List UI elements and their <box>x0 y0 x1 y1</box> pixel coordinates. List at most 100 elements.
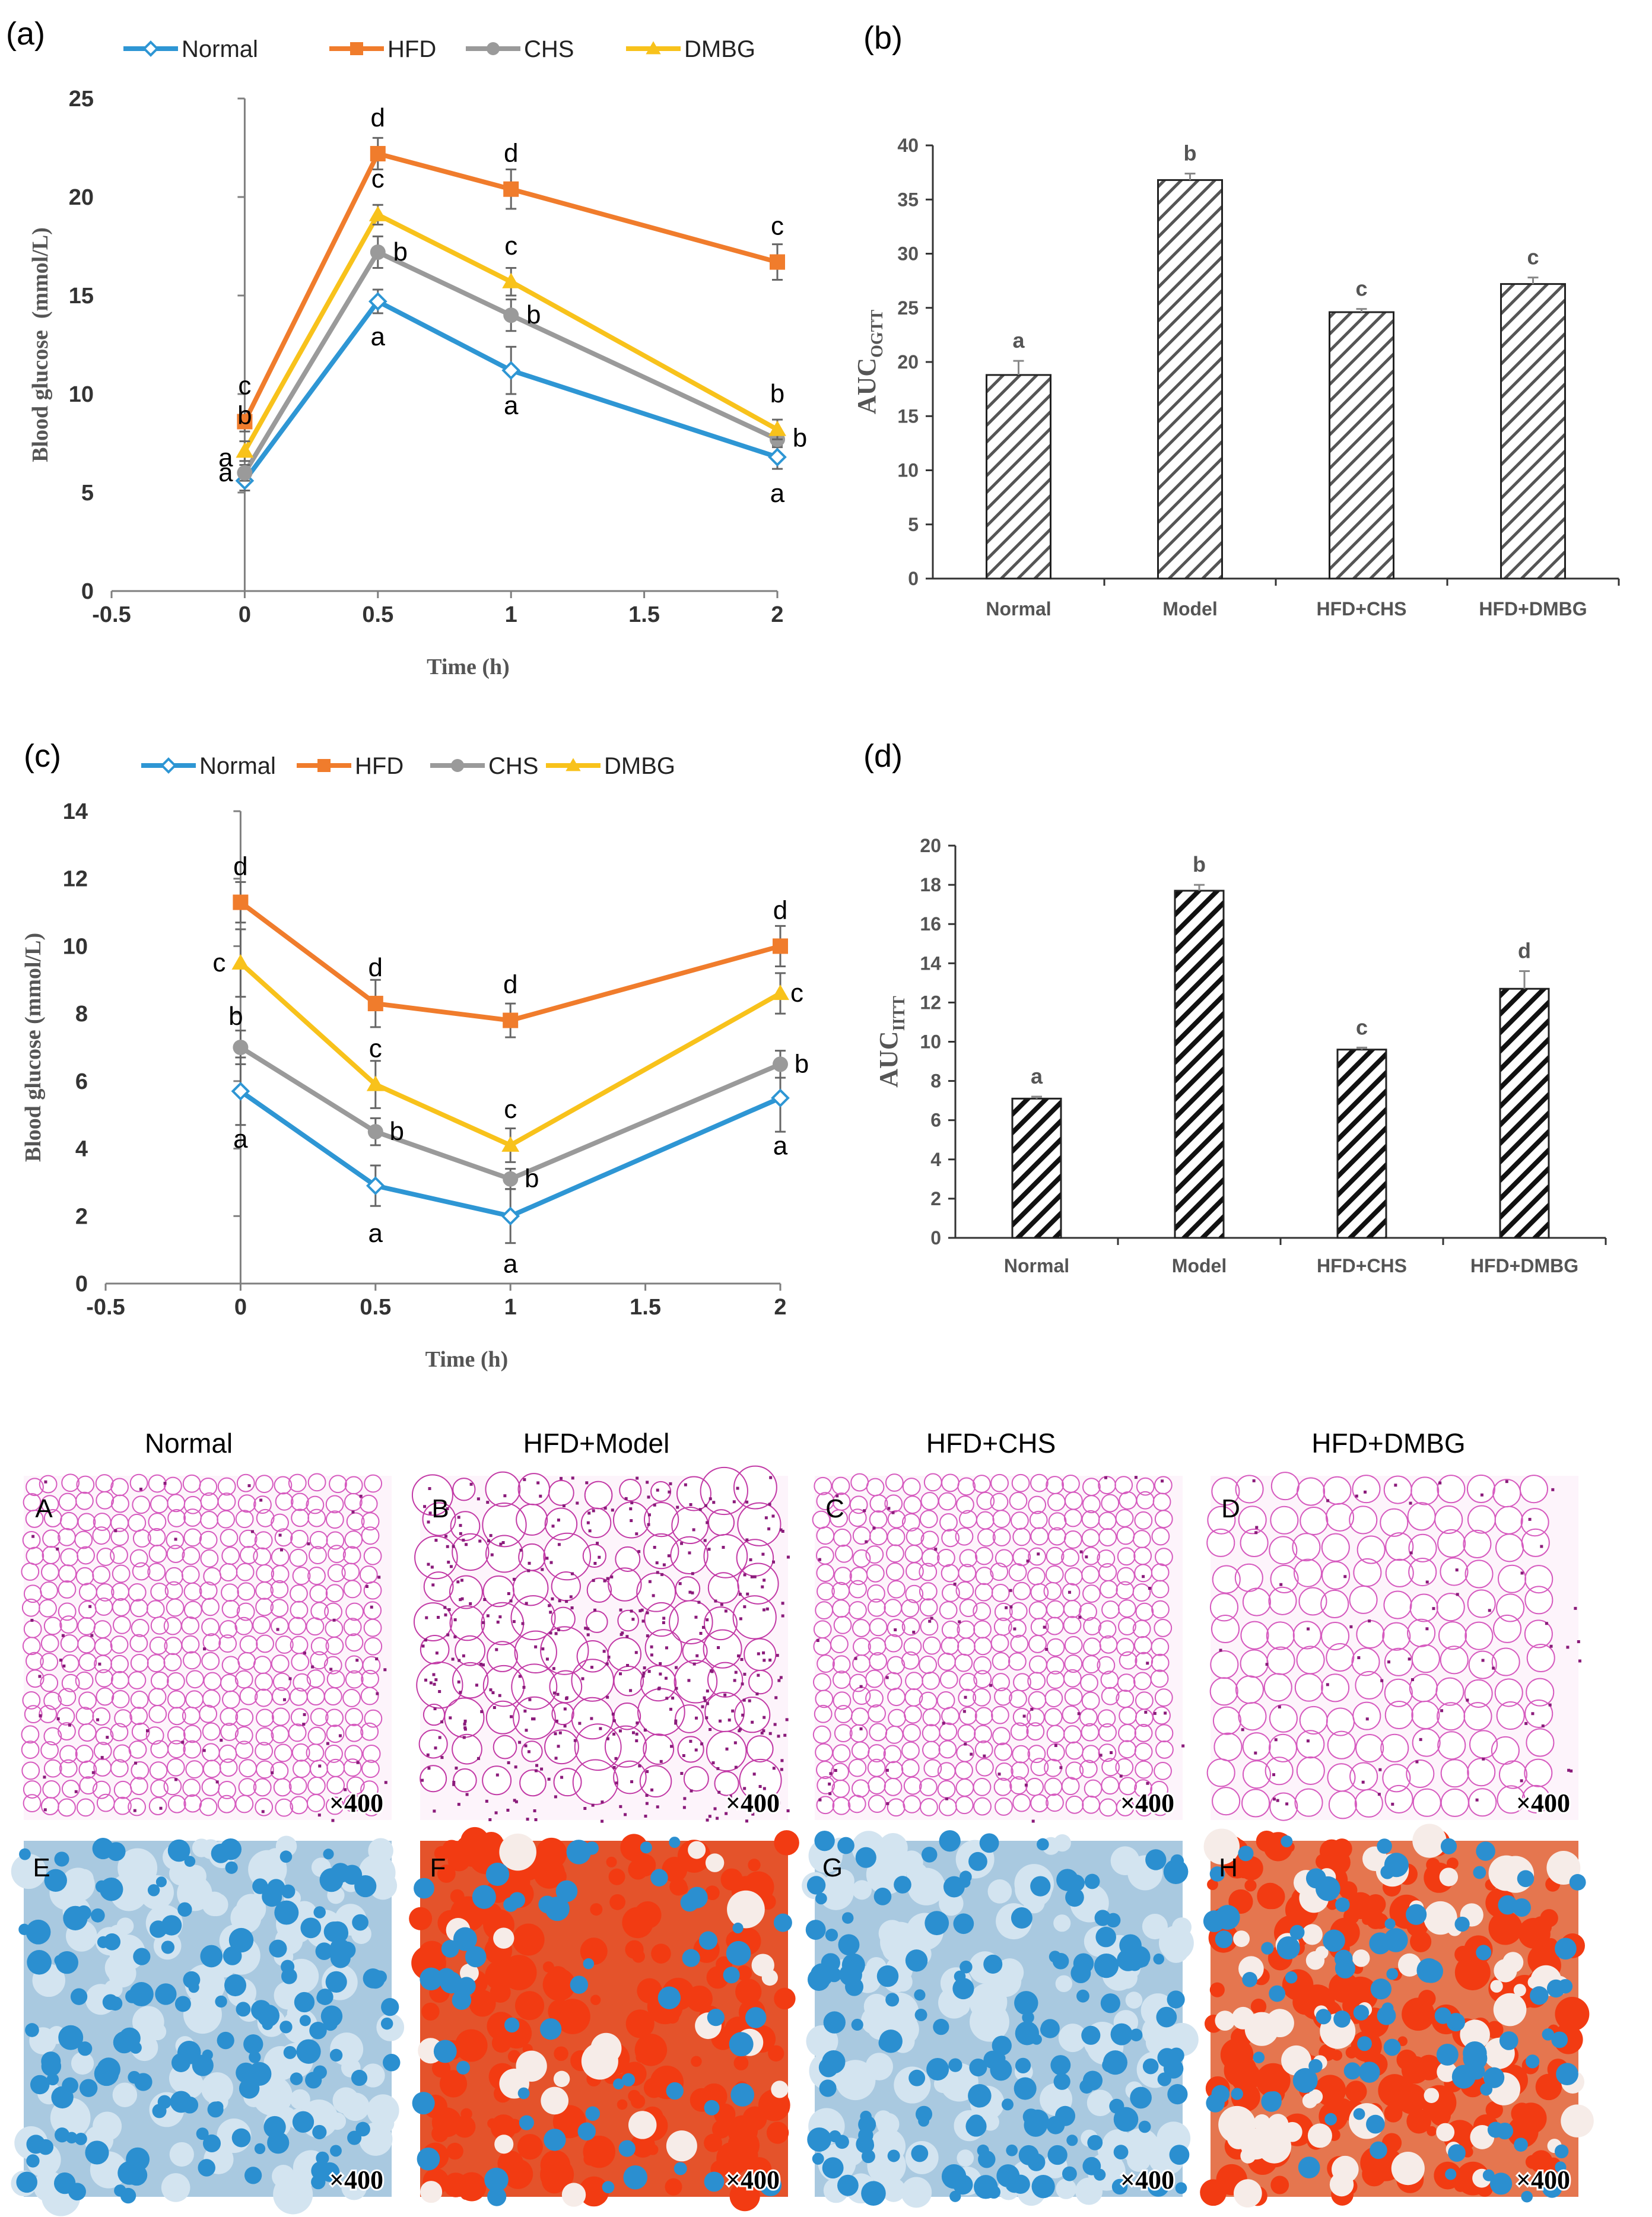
bar <box>1157 179 1223 580</box>
data-point-chs <box>773 1056 788 1072</box>
data-point-chs <box>503 307 519 323</box>
legend-marker-hfd <box>317 759 331 772</box>
significance-letter: d <box>504 139 518 168</box>
significance-letter: b <box>237 401 252 430</box>
data-point-normal <box>771 1088 790 1108</box>
y-tick-label: 8 <box>75 1002 88 1027</box>
significance-letter: c <box>371 164 385 193</box>
x-tick-label: 0.5 <box>362 602 393 627</box>
hepatocyte-nuclei <box>16 1838 401 2204</box>
adipocyte-cells <box>1206 1472 1555 1821</box>
series-line-normal <box>239 1089 781 1219</box>
data-point-normal <box>368 292 387 311</box>
y-tick-label: 25 <box>897 297 919 319</box>
data-point-chs <box>233 1040 249 1055</box>
significance-letter: c <box>238 371 251 400</box>
panel-b: (b) 0 5 10 15 20 25 30 35 40 a Normal b Model c HFD+CH… <box>852 20 1620 620</box>
significance-letter: d <box>1518 939 1531 963</box>
y-tick-label: 5 <box>908 514 919 535</box>
hepatocyte-nuclei <box>412 1837 792 2206</box>
x-tick-label: 0 <box>234 1295 247 1320</box>
category-label: HFD+CHS <box>1316 598 1406 620</box>
magnification-label: ×400 <box>1516 2165 1570 2194</box>
histology-column-title: Normal <box>145 1428 233 1459</box>
bar <box>1499 987 1550 1239</box>
y-axis-label: AUCOGTT <box>852 310 887 415</box>
y-tick-label: 2 <box>930 1188 941 1209</box>
y-tick-label: 18 <box>920 874 941 895</box>
y-tick-label: 10 <box>69 382 94 407</box>
data-point-hfd <box>503 1012 519 1028</box>
y-axis-label-subscript: IITT <box>890 996 908 1031</box>
panel-b-plot: 0 5 10 15 20 25 30 35 40 a Normal b Model c HFD+CHS c HF… <box>852 135 1620 620</box>
y-tick-label: 6 <box>930 1110 941 1131</box>
histology-column-title: HFD+DMBG <box>1311 1428 1465 1459</box>
data-point-hfd <box>503 181 519 197</box>
category-label: Normal <box>1004 1255 1069 1276</box>
legend-label-hfd: HFD <box>355 753 404 779</box>
significance-letter: d <box>773 895 787 925</box>
panel-c-legend: Normal HFD CHS DMBG <box>141 753 675 779</box>
data-point-chs <box>503 1171 519 1187</box>
legend-marker-normal <box>160 757 177 774</box>
panel-d: (d) 0 2 4 6 8 10 12 14 16 18 20 a Normal b Model c HFD+C… <box>863 738 1607 1276</box>
panel-d-label: (d) <box>863 738 903 774</box>
y-tick-label: 20 <box>920 835 941 856</box>
category-label: HFD+DMBG <box>1479 598 1587 620</box>
magnification-label: ×400 <box>1120 1789 1174 1818</box>
x-tick-label: -0.5 <box>86 1295 125 1320</box>
y-axis-label-main: AUC <box>874 1031 903 1087</box>
magnification-label: ×400 <box>1120 2165 1174 2194</box>
category-label: Model <box>1172 1255 1227 1276</box>
significance-letter: c <box>1356 1015 1368 1039</box>
y-tick-label: 2 <box>75 1204 88 1229</box>
series-line-dmbg <box>242 211 779 453</box>
y-tick-label: 8 <box>930 1071 941 1092</box>
significance-letter: a <box>770 479 785 508</box>
data-point-normal <box>501 361 521 380</box>
y-axis-label-subscript: OGTT <box>868 310 887 358</box>
panel-letter: H <box>1219 1853 1238 1882</box>
significance-letter: c <box>504 231 517 261</box>
series-dmbg <box>231 928 789 1163</box>
y-tick-label: 15 <box>897 405 919 427</box>
data-point-normal <box>768 447 787 467</box>
legend-label-dmbg: DMBG <box>684 36 755 62</box>
significance-letter: a <box>504 391 519 420</box>
y-tick-label: 10 <box>920 1031 941 1053</box>
panel-letter: G <box>822 1853 843 1882</box>
panel-letter: A <box>35 1494 53 1523</box>
significance-letter: a <box>218 458 233 487</box>
bar <box>986 374 1051 580</box>
x-tick-label: 2 <box>774 1295 786 1320</box>
data-point-chs <box>370 244 386 260</box>
significance-letter: d <box>368 953 383 982</box>
panel-letter: D <box>1221 1494 1240 1523</box>
data-point-dmbg <box>366 1075 385 1091</box>
panel-a-label: (a) <box>6 16 45 52</box>
y-tick-label: 15 <box>69 284 94 309</box>
vacuoles <box>1203 1824 1594 2208</box>
significance-letter: a <box>1031 1064 1043 1088</box>
significance-letter: d <box>503 970 517 999</box>
x-tick-label: 0.5 <box>360 1295 391 1320</box>
y-tick-label: 5 <box>81 481 94 506</box>
data-point-hfd <box>370 145 386 161</box>
series-line-hfd <box>239 900 781 1023</box>
panel-c-label: (c) <box>24 738 61 774</box>
y-tick-label: 14 <box>920 952 941 974</box>
bar <box>1500 283 1566 580</box>
y-axis-label-main: AUC <box>852 358 881 414</box>
magnification-label: ×400 <box>1516 1789 1570 1818</box>
y-axis-label: Blood glucose (mmol/L) <box>21 933 46 1162</box>
oil-red-stain-image <box>11 1835 405 2216</box>
data-point-dmbg <box>368 205 387 221</box>
y-tick-label: 4 <box>75 1137 88 1162</box>
data-point-hfd <box>770 254 785 270</box>
bar <box>1336 1049 1387 1239</box>
magnification-label: ×400 <box>726 2165 780 2194</box>
data-point-hfd <box>233 894 249 910</box>
